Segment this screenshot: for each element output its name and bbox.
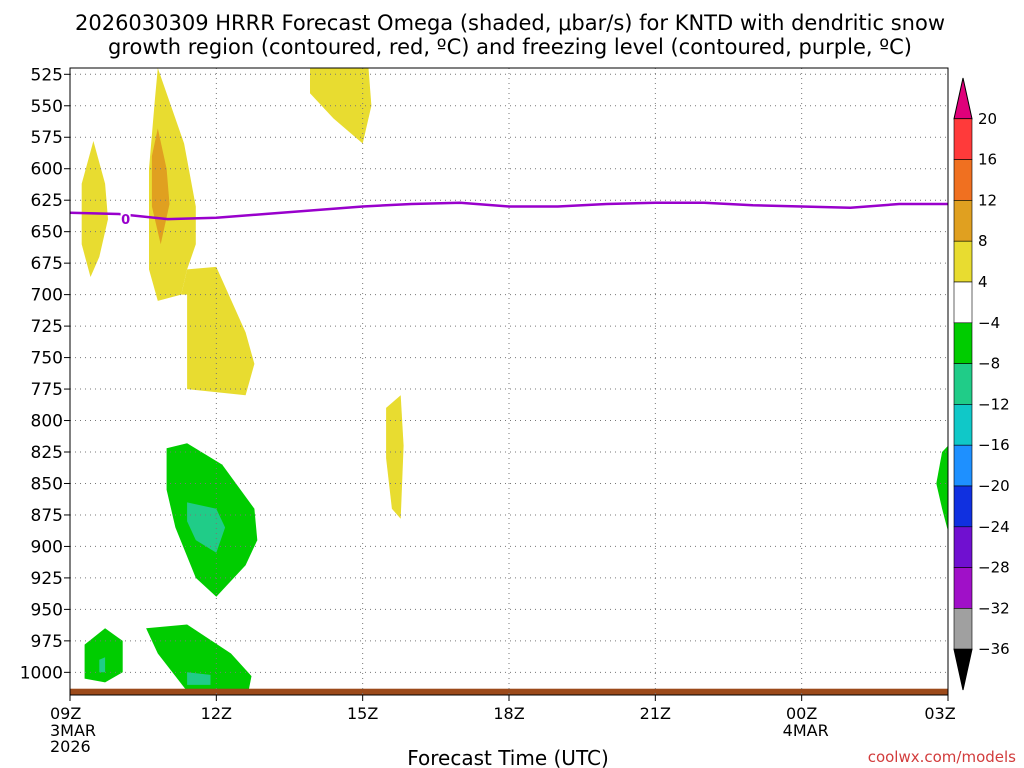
- colorbar-label-10: −24: [978, 518, 1010, 536]
- x-tick-label-12Z: 12Z: [201, 704, 232, 723]
- y-tick-label-925: 925: [31, 569, 63, 589]
- downward-motion-8-12-hr1: [99, 657, 106, 673]
- colorbar-label-9: −20: [978, 477, 1010, 495]
- x-tick-label-21Z: 21Z: [640, 704, 671, 723]
- upward-motion-8-12-hr3: [151, 128, 170, 245]
- y-tick-label-750: 750: [31, 349, 63, 369]
- y-tick-label-875: 875: [31, 506, 63, 526]
- y-tick-label-600: 600: [31, 160, 63, 180]
- colorbar: 20 16 12 8 4 −4 −8 −12 −16 −20 −24 −28 −32 −36: [953, 77, 1010, 691]
- downward-motion-4-8-hr30: [936, 445, 948, 532]
- y-axis: 525 550 575 600 625 650 675 700 725 750 775 800 825 8…: [20, 65, 70, 683]
- y-tick-label-675: 675: [31, 254, 63, 274]
- upward-motion-4-8-hr1: [81, 141, 108, 277]
- y-tick-label-850: 850: [31, 474, 63, 494]
- colorbar-swatch-6: [953, 322, 973, 364]
- colorbar-cap-top: [953, 77, 973, 120]
- upward-motion-4-8-hr4: [181, 266, 255, 396]
- freezing-level-line: [69, 201, 948, 221]
- x-tick-label-03Z: 03Z: [924, 704, 955, 723]
- colorbar-swatch-9: [953, 444, 973, 487]
- y-tick-label-575: 575: [31, 128, 63, 148]
- downward-motion-8-12-hr4-low: [187, 672, 211, 685]
- omega-shading: [70, 68, 948, 695]
- colorbar-label-4: 4: [978, 273, 988, 291]
- y-tick-label-800: 800: [31, 412, 63, 432]
- colorbar-label-5: −4: [978, 314, 1000, 332]
- colorbar-swatch-7: [953, 363, 973, 405]
- y-tick-label-625: 625: [31, 191, 63, 211]
- x-tick-date-09Z: 3MAR: [50, 721, 96, 740]
- x-axis-label: Forecast Time (UTC): [407, 746, 609, 768]
- y-tick-label-775: 775: [31, 380, 63, 400]
- colorbar-label-2: 12: [978, 191, 997, 209]
- colorbar-label-12: −32: [978, 599, 1010, 617]
- y-tick-label-900: 900: [31, 537, 63, 557]
- colorbar-cap-bottom: [953, 648, 973, 691]
- downward-motion-4-8-hr4-low: [146, 624, 252, 693]
- colorbar-label-7: −12: [978, 395, 1010, 413]
- upward-motion-4-8-hr11: [386, 395, 404, 519]
- colorbar-swatch-2: [953, 159, 973, 201]
- colorbar-label-0: 20: [978, 110, 997, 128]
- colorbar-swatch-8: [953, 404, 973, 446]
- colorbar-label-13: −36: [978, 640, 1010, 658]
- x-tick-label-00Z: 00Z: [786, 704, 817, 723]
- y-tick-label-725: 725: [31, 317, 63, 337]
- freezing-level-label: 0: [121, 213, 130, 228]
- freezing-level-label-bg: [120, 211, 131, 226]
- colorbar-swatch-10: [953, 485, 973, 528]
- colorbar-swatch-1: [953, 118, 973, 160]
- colorbar-label-6: −8: [978, 355, 1000, 373]
- freezing-level-contour: 0: [69, 201, 948, 228]
- colorbar-label-8: −16: [978, 436, 1010, 454]
- x-tick-label-18Z: 18Z: [493, 704, 524, 723]
- y-tick-label-950: 950: [31, 600, 63, 620]
- chart-title-line1: 2026030309 HRRR Forecast Omega (shaded, …: [75, 11, 945, 35]
- colorbar-label-11: −28: [978, 559, 1010, 577]
- x-tick-label-09Z: 09Z: [50, 704, 81, 723]
- chart-title-line2: growth region (contoured, red, ºC) and f…: [108, 35, 912, 59]
- y-tick-label-525: 525: [31, 65, 63, 85]
- colorbar-swatch-4: [953, 240, 973, 283]
- colorbar-swatch-11: [953, 526, 973, 568]
- y-tick-label-650: 650: [31, 223, 63, 243]
- y-tick-label-1000: 1000: [20, 663, 63, 683]
- x-tick-year-09Z: 2026: [50, 737, 91, 756]
- colorbar-label-3: 8: [978, 232, 988, 250]
- y-tick-label-825: 825: [31, 443, 63, 463]
- y-tick-label-975: 975: [31, 632, 63, 652]
- colorbar-swatch-5: [953, 281, 973, 324]
- ground-surface: [70, 688, 948, 695]
- x-tick-date-00Z: 4MAR: [783, 721, 829, 740]
- colorbar-label-1: 16: [978, 151, 997, 169]
- colorbar-swatch-3: [953, 200, 973, 242]
- credit-text: coolwx.com/models: [868, 748, 1016, 766]
- y-tick-label-700: 700: [31, 286, 63, 306]
- colorbar-swatch-13: [953, 608, 973, 650]
- x-tick-label-15Z: 15Z: [347, 704, 378, 723]
- y-tick-label-550: 550: [31, 97, 63, 117]
- colorbar-swatch-12: [953, 567, 973, 609]
- downward-motion-4-8-hr1: [84, 628, 123, 683]
